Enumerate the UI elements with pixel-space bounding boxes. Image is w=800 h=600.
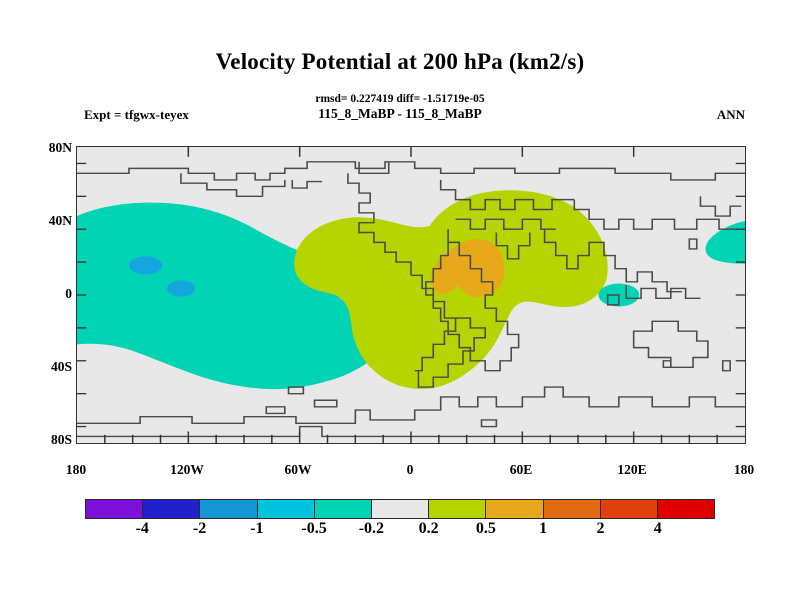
colorbar-tick-label: -4 — [135, 520, 149, 537]
colorbar-tick-label: -0.2 — [358, 520, 385, 537]
colorbar-segment — [200, 500, 258, 518]
colorbar-tick-label: 4 — [653, 520, 662, 537]
coastline-layer — [77, 161, 745, 438]
case-comparison-label: 115_8_MaBP - 115_8_MaBP — [318, 106, 482, 121]
colorbar-tick-label: -1 — [250, 520, 264, 537]
colorbar-segment — [543, 500, 601, 518]
colorbar-tick-label: 2 — [596, 520, 605, 537]
x-axis-label-0: 0 — [406, 462, 414, 477]
colorbar-segment — [314, 500, 372, 518]
y-ticks-right — [735, 162, 745, 428]
y-ticks-left — [77, 162, 87, 428]
colorbar-segment — [371, 500, 430, 518]
contour-core-arabian — [430, 239, 505, 298]
contour-core-pacific-1 — [128, 256, 163, 275]
tick-marks — [77, 147, 745, 443]
colorbar-segment — [257, 500, 315, 518]
colorbar-segment — [657, 500, 715, 518]
contour-patch-dateline-edge — [705, 221, 745, 264]
x-axis-label-180w: 180 — [65, 462, 87, 477]
x-axis-label-120e: 120E — [617, 462, 647, 477]
page-title: Velocity Potential at 200 hPa (km2/s) — [215, 49, 585, 74]
y-axis-label-80n: 80N — [48, 140, 72, 155]
statistics-annotation: rmsd= 0.227419 diff= -1.51719e-05 — [315, 93, 485, 105]
x-axis-label-180e: 180 — [733, 462, 755, 477]
map-plot-area — [76, 146, 746, 444]
colorbar-segment — [86, 500, 144, 518]
contour-core-pacific-2 — [166, 280, 195, 297]
x-axis-label-60e: 60E — [509, 462, 533, 477]
colorbar-tick-label: -0.5 — [301, 520, 327, 537]
x-axis-label-120w: 120W — [170, 462, 204, 477]
colorbar-segment — [600, 500, 658, 518]
colorbar-tick-label: -2 — [192, 520, 207, 537]
colorbar-tick-label: 1 — [539, 520, 548, 537]
season-label: ANN — [716, 107, 745, 122]
y-axis-label-80s: 80S — [50, 432, 72, 447]
y-axis-label-0: 0 — [65, 286, 72, 301]
y-axis-label-40s: 40S — [50, 359, 72, 374]
contour-region-pacific-negative — [77, 202, 411, 390]
colorbar-tick-label: 0.5 — [475, 520, 496, 537]
experiment-label: Expt = tfgwx-teyex — [84, 107, 189, 122]
colorbar: -4 -2 -1 -0.5 -0.2 0.2 0.5 1 2 4 — [85, 499, 715, 537]
colorbar-tick-label: 0.2 — [418, 520, 439, 537]
colorbar-segment — [429, 500, 487, 518]
colorbar-segment — [486, 500, 544, 518]
x-ticks-bottom — [104, 431, 718, 443]
x-axis-label-60w: 60W — [284, 462, 312, 477]
colorbar-segment — [143, 500, 201, 518]
x-ticks-top — [187, 147, 635, 157]
colorbar-segments — [85, 499, 715, 519]
y-axis-label-40n: 40N — [48, 213, 72, 228]
map-canvas — [77, 147, 745, 443]
